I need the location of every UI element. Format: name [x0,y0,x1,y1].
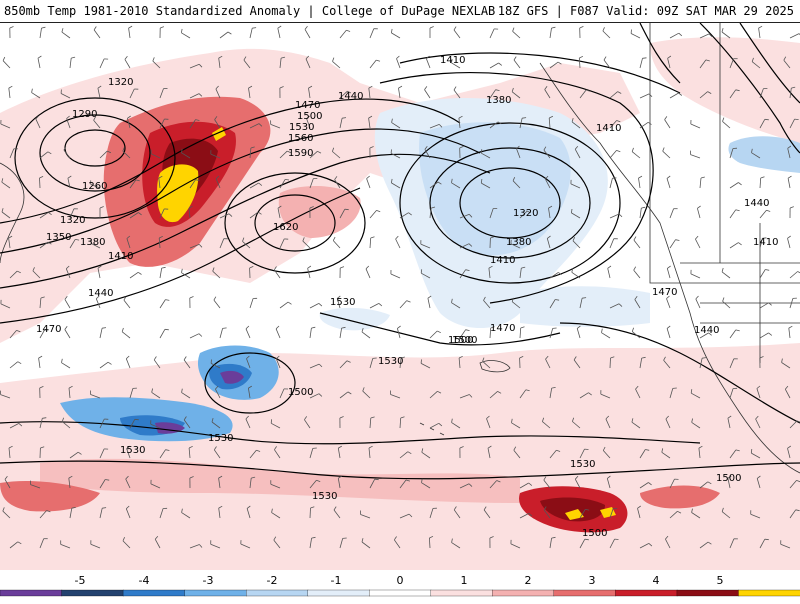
contour-label: 1470 [36,324,61,335]
contour-label: 1530 [289,122,314,133]
colorbar-swatch [185,590,247,596]
colorbar-tick-label: 0 [397,574,404,587]
contour-label: 1440 [88,288,113,299]
colorbar-swatch [738,590,800,596]
wind-barb-flag [612,178,616,179]
colorbar-tick-label: -5 [75,574,86,587]
contour-label: 1500 [452,335,477,346]
contour-label: 1410 [490,255,515,266]
wind-barb-flag [481,149,482,153]
contour-label: 1380 [506,237,531,248]
contour-label: 1320 [513,208,538,219]
wind-barb-flag [765,119,769,120]
model-valid-time: 18Z GFS | F087 Valid: 09Z SAT MAR 29 202… [498,0,794,22]
colorbar-swatches [0,590,800,596]
wind-barb-flag [375,479,379,480]
contour-label: 1470 [295,100,320,111]
wind-barb-flag [421,269,422,273]
contour-label: 1530 [120,445,145,456]
contour-label: 1320 [108,77,133,88]
colorbar-tick-label: -2 [267,574,278,587]
contour-label: 1500 [582,528,607,539]
colorbar-swatch [492,590,554,596]
wind-barb [610,358,611,368]
wind-barb-flag [751,449,752,453]
wind-barb [40,178,41,188]
colorbar-tick-label: 5 [717,574,724,587]
contour-label: 1440 [744,198,769,209]
contour-label: 1620 [273,222,298,233]
colorbar-legend: -5 -4 -3 -2 -1 0 1 2 3 4 5 [0,570,800,600]
contour-label: 1470 [490,323,515,334]
contour-label: 1500 [288,387,313,398]
anomaly-map: 1320 1290 1260 1320 1350 1380 1410 1440 … [0,23,800,570]
contour-label: 1410 [440,55,465,66]
colorbar-tick-label: 1 [461,574,468,587]
colorbar-tick-label: -4 [139,574,150,587]
colorbar-tick-label: 3 [589,574,596,587]
colorbar-tick-label: -3 [203,574,214,587]
colorbar-tick-label: 4 [653,574,660,587]
wind-barb-flag [765,539,769,540]
contour-label: 1590 [288,148,313,159]
wind-barb-flag [345,209,349,210]
contour-label: 1410 [108,251,133,262]
contour-label: 1440 [338,91,363,102]
wind-barb-flag [135,419,139,420]
contour-label: 1530 [208,433,233,444]
colorbar-swatch [431,590,493,596]
colorbar-swatch [554,590,616,596]
contour-label: 1380 [486,95,511,106]
contour-label: 1410 [753,237,778,248]
contour-label: 1530 [330,297,355,308]
contour-label: 1290 [72,109,97,120]
wind-barb-flag [165,329,169,330]
map-title: 850mb Temp 1981-2010 Standardized Anomal… [4,0,495,22]
contour-label: 1530 [312,491,337,502]
wind-barb-flag [643,58,647,59]
colorbar-swatch [308,590,370,596]
contour-label: 1410 [596,123,621,134]
contour-label: 1260 [82,181,107,192]
contour-label: 1500 [716,473,741,484]
colorbar-swatch [123,590,185,596]
contour-label: 1440 [694,325,719,336]
colorbar-swatch [62,590,124,596]
colorbar-tick-label: 2 [525,574,532,587]
contour-label: 1530 [378,356,403,367]
contour-label: 1500 [297,111,322,122]
contour-label: 1470 [652,287,677,298]
contour-label: 1530 [570,459,595,470]
contour-label: 1560 [288,133,313,144]
contour-label: 1350 [46,232,71,243]
colorbar: -5 -4 -3 -2 -1 0 1 2 3 4 5 [0,570,800,600]
wind-barb [310,508,311,518]
wind-barb-flag [795,119,799,120]
map-header: 850mb Temp 1981-2010 Standardized Anomal… [0,0,800,23]
colorbar-swatch [246,590,308,596]
colorbar-swatch [0,590,62,596]
contour-label: 1320 [60,215,85,226]
colorbar-swatch [677,590,739,596]
colorbar-tick-label: -1 [331,574,342,587]
contour-label: 1380 [80,237,105,248]
wind-barb-flag [223,328,227,329]
colorbar-tick-labels: -5 -4 -3 -2 -1 0 1 2 3 4 5 [75,574,724,587]
colorbar-swatch [369,590,431,596]
colorbar-swatch [615,590,677,596]
